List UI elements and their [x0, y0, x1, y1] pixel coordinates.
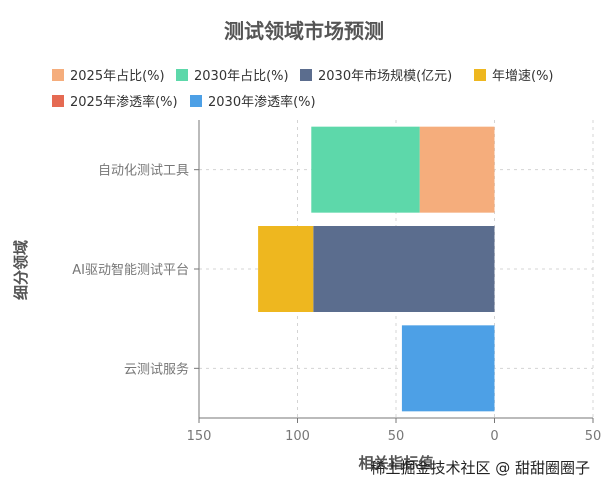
x-axis-label: 相关指标值: [358, 454, 433, 472]
legend-label: 2030年占比(%): [194, 69, 289, 84]
x-tick-label: 150: [187, 429, 212, 444]
legend-label: 2025年渗透率(%): [70, 94, 178, 110]
bar[interactable]: [311, 126, 420, 213]
bars: [258, 126, 495, 412]
watermark: 稀土掘金技术社区 @ 甜甜圈圈子: [370, 459, 590, 477]
legend-label: 2030年渗透率(%): [208, 94, 316, 110]
legend-label: 2030年市场规模(亿元): [318, 68, 452, 84]
legend-item[interactable]: 年增速(%): [474, 69, 554, 84]
legend-label: 2025年占比(%): [70, 69, 165, 84]
x-tick-label: 50: [585, 429, 602, 444]
y-tick-label: 云测试服务: [124, 361, 189, 377]
legend-swatch: [190, 95, 202, 107]
legend: 2025年占比(%) 2030年占比(%) 2030年市场规模(亿元) 年增速(%) 2…: [52, 68, 554, 110]
legend-item[interactable]: 2025年占比(%): [52, 69, 165, 84]
legend-swatch: [52, 69, 64, 81]
x-tick-label: 0: [490, 429, 498, 444]
chart-title: 测试领域市场预测: [224, 19, 384, 43]
y-axis-label: 细分领域: [12, 240, 30, 300]
legend-swatch: [176, 69, 188, 81]
x-tick-label: 100: [285, 429, 310, 444]
legend-item[interactable]: 2030年市场规模(亿元): [300, 68, 452, 84]
bar[interactable]: [401, 325, 495, 412]
bar[interactable]: [258, 226, 314, 312]
legend-item[interactable]: 2030年占比(%): [176, 69, 289, 84]
y-tick-label: AI驱动智能测试平台: [72, 263, 189, 278]
bar[interactable]: [419, 126, 495, 213]
x-tick-label: 50: [388, 429, 405, 444]
legend-label: 年增速(%): [492, 69, 554, 84]
legend-item[interactable]: 2030年渗透率(%): [190, 94, 316, 110]
legend-swatch: [300, 69, 312, 81]
y-tick-label: 自动化测试工具: [98, 164, 189, 179]
bar[interactable]: [313, 226, 495, 312]
legend-swatch: [474, 69, 486, 81]
legend-item[interactable]: 2025年渗透率(%): [52, 94, 178, 110]
legend-swatch: [52, 95, 64, 107]
